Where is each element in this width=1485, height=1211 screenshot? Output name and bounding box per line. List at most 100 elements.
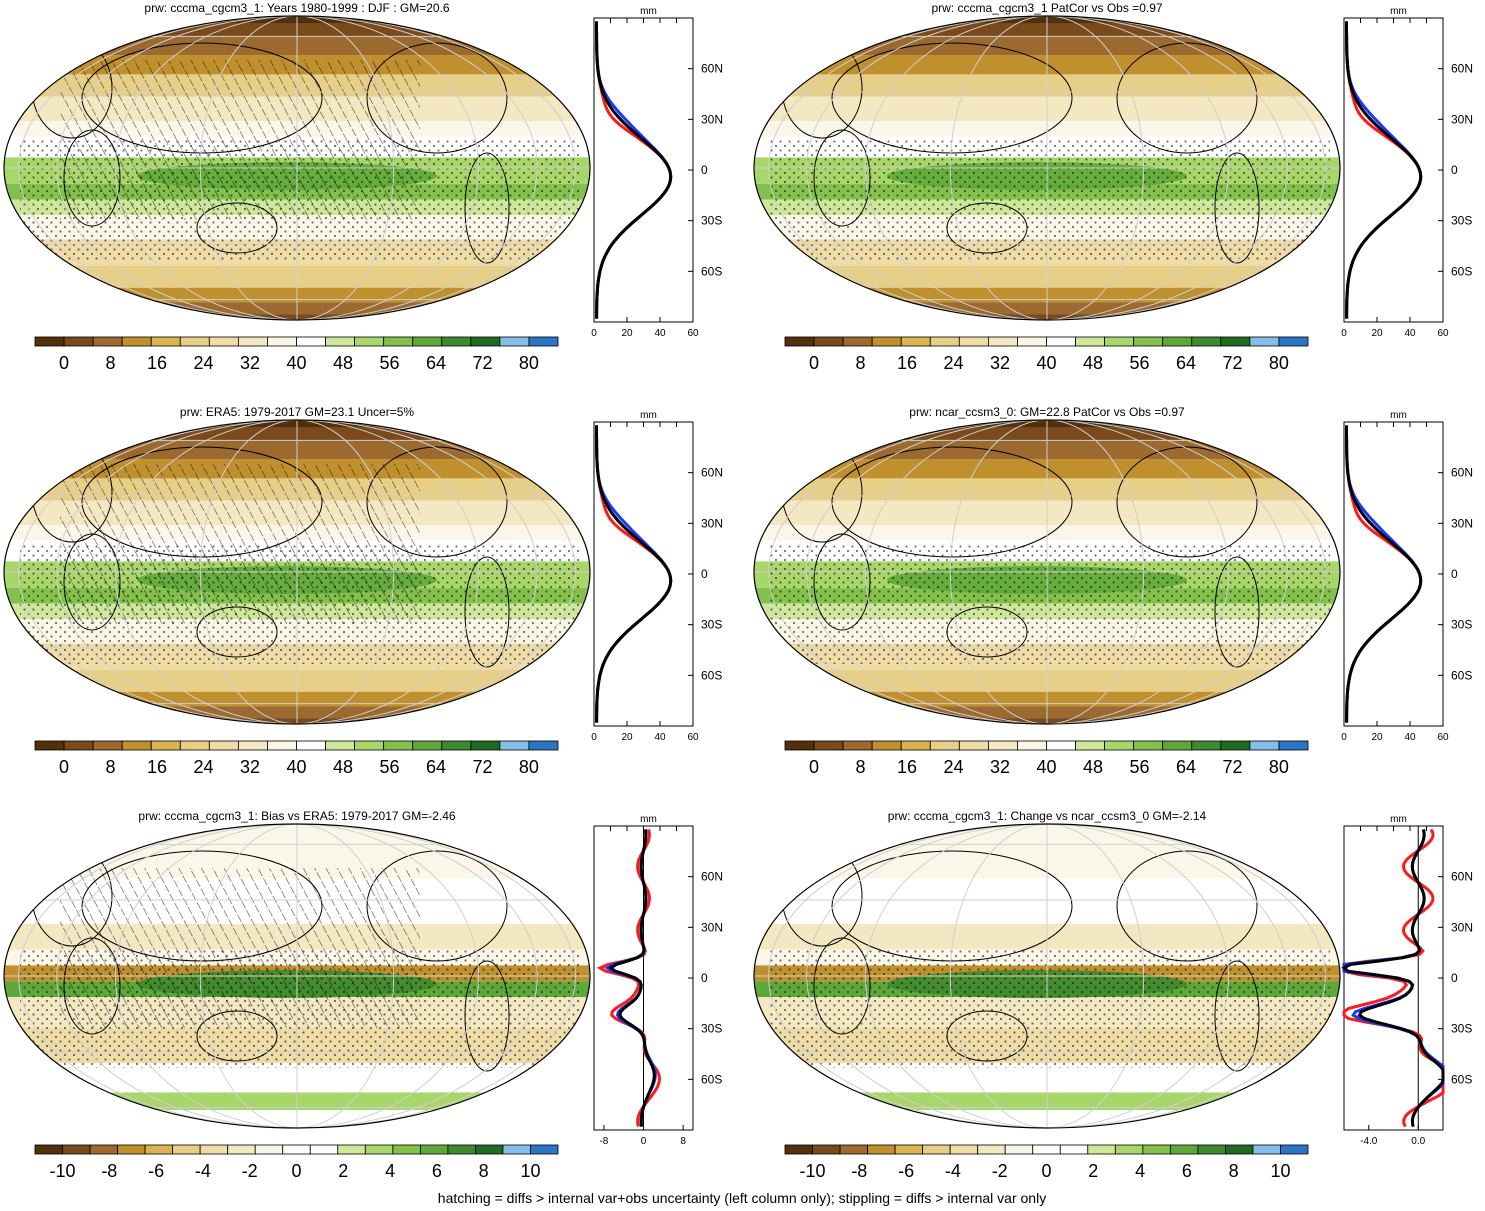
colorbar-tick-label: 80 xyxy=(1269,757,1289,777)
colorbar-tick-label: 40 xyxy=(286,353,306,373)
colorbar-swatch xyxy=(325,740,356,751)
colorbar-tick-label: 0 xyxy=(291,1161,301,1181)
colorbar-swatch xyxy=(267,740,297,751)
map-field xyxy=(4,420,590,724)
profile-x-tick-label: 40 xyxy=(654,732,666,743)
map-field xyxy=(4,16,590,320)
colorbar-swatch xyxy=(237,336,268,347)
colorbar-swatch xyxy=(871,336,902,347)
colorbar-tick-label: 16 xyxy=(897,757,917,777)
colorbar-tick-label: 72 xyxy=(1222,757,1242,777)
colorbar-tick-label: 64 xyxy=(1176,757,1196,777)
colorbar-swatch xyxy=(92,740,123,751)
figure-footnote: hatching = diffs > internal var+obs unce… xyxy=(438,1190,1046,1206)
colorbar-swatch xyxy=(1059,1144,1089,1155)
colorbar-swatch xyxy=(784,336,815,347)
colorbar-swatch xyxy=(199,1144,229,1155)
profile-curve-model xyxy=(595,21,673,319)
zonal-profile: mm -8 0 8 60N 30N 0 30S 60S xyxy=(593,814,723,1147)
colorbar-tick-label: 8 xyxy=(856,353,866,373)
colorbar-swatch xyxy=(296,740,326,751)
profile-x-tick-label: -4.0 xyxy=(1360,1136,1378,1147)
profile-lat-label: 0 xyxy=(701,971,708,985)
colorbar-tick-label: 48 xyxy=(333,353,353,373)
colorbar-tick-label: 72 xyxy=(472,353,492,373)
profile-lat-label: 30N xyxy=(1451,516,1473,530)
profile-x-tick-label: 20 xyxy=(1371,328,1383,339)
zonal-profile: mm -4.0 0.0 60N 30N 0 30S 60S xyxy=(1341,814,1473,1147)
colorbar-swatch xyxy=(528,336,559,347)
colorbar-tick-label: 2 xyxy=(338,1161,348,1181)
colorbar-swatch xyxy=(121,740,152,751)
colorbar-tick-label: 24 xyxy=(944,757,964,777)
colorbar-tick-label: -6 xyxy=(898,1161,914,1181)
colorbar: 0 8 16 24 32 40 48 56 64 72 80 xyxy=(784,740,1309,777)
panel-bias: prw: cccma_cgcm3_1: Bias vs ERA5: 1979-2… xyxy=(3,809,723,1181)
colorbar-swatch xyxy=(1249,336,1280,347)
colorbar-swatch xyxy=(958,336,989,347)
colorbar-swatch xyxy=(150,336,181,347)
colorbar-swatch xyxy=(812,1144,841,1155)
colorbar-swatch xyxy=(1046,336,1076,347)
panel-change: prw: cccma_cgcm3_1: Change vs ncar_ccsm3… xyxy=(753,809,1473,1181)
colorbar-swatch xyxy=(1191,336,1222,347)
colorbar-swatch xyxy=(179,336,210,347)
colorbar-tick-label: 0 xyxy=(59,353,69,373)
graticule xyxy=(4,16,590,320)
colorbar-swatch xyxy=(1017,336,1047,347)
profile-lat-label: 30S xyxy=(701,214,722,228)
colorbar-swatch xyxy=(267,336,297,347)
colorbar-swatch xyxy=(1191,740,1222,751)
profile-x-tick-label: 20 xyxy=(621,732,633,743)
colorbar-tick-label: -6 xyxy=(148,1161,164,1181)
profile-unit: mm xyxy=(1390,410,1407,421)
colorbar-swatch xyxy=(144,1144,174,1155)
colorbar-tick-label: 56 xyxy=(379,353,399,373)
colorbar-swatch xyxy=(784,1144,813,1155)
colorbar-tick-label: -8 xyxy=(101,1161,117,1181)
colorbar: -10 -8 -6 -4 -2 0 2 4 6 8 10 xyxy=(784,1144,1309,1181)
colorbar-tick-label: 80 xyxy=(519,757,539,777)
colorbar-swatch xyxy=(383,336,414,347)
profile-lat-label: 30N xyxy=(701,920,723,934)
colorbar-swatch xyxy=(949,1144,979,1155)
colorbar-swatch xyxy=(987,740,1018,751)
colorbar-swatch xyxy=(1220,740,1251,751)
profile-frame xyxy=(1343,421,1444,727)
map-field xyxy=(754,16,1340,320)
colorbar-tick-label: 16 xyxy=(147,757,167,777)
colorbar-tick-label: 16 xyxy=(147,353,167,373)
colorbar: 0 8 16 24 32 40 48 56 64 72 80 xyxy=(34,336,559,373)
panel-title: prw: cccma_cgcm3_1: Change vs ncar_ccsm3… xyxy=(888,809,1207,823)
profile-lat-label: 60N xyxy=(701,62,723,76)
profile-lat-label: 60N xyxy=(1451,466,1473,480)
colorbar-tick-label: -2 xyxy=(242,1161,258,1181)
colorbar-tick-label: 10 xyxy=(520,1161,540,1181)
colorbar-swatch xyxy=(121,336,152,347)
colorbar-tick-label: -4 xyxy=(945,1161,961,1181)
colorbar-swatch xyxy=(499,336,530,347)
profile-lat-label: 30N xyxy=(701,516,723,530)
colorbar-tick-label: 24 xyxy=(944,353,964,373)
profile-lat-label: 60S xyxy=(1451,668,1472,682)
colorbar-swatch xyxy=(63,740,94,751)
colorbar-tick-label: 72 xyxy=(1222,353,1242,373)
profile-x-tick-label: 0.0 xyxy=(1411,1136,1425,1147)
colorbar-swatch xyxy=(867,1144,896,1155)
panel-model-climatology: prw: cccma_cgcm3_1: Years 1980-1999 : DJ… xyxy=(3,1,723,373)
colorbar-swatch xyxy=(1075,336,1106,347)
colorbar-tick-label: 8 xyxy=(479,1161,489,1181)
map-outline xyxy=(3,15,591,321)
colorbar-swatch xyxy=(364,1144,394,1155)
colorbar-tick-label: 56 xyxy=(1129,353,1149,373)
profile-x-tick-label: 40 xyxy=(654,328,666,339)
profile-lat-label: 60N xyxy=(1451,870,1473,884)
stippling-overlay xyxy=(20,948,580,1068)
colorbar-tick-label: 6 xyxy=(1182,1161,1192,1181)
colorbar-swatch xyxy=(929,336,960,347)
colorbar-tick-label: 64 xyxy=(426,353,446,373)
panel-model-patcor: prw: cccma_cgcm3_1 PatCor vs Obs =0.97 0… xyxy=(753,1,1473,373)
profile-lat-label: 0 xyxy=(1451,971,1458,985)
zonal-profile: mm 0 20 40 60 60N 30N 0 30S 60S xyxy=(591,410,723,743)
colorbar-tick-label: 24 xyxy=(194,353,214,373)
